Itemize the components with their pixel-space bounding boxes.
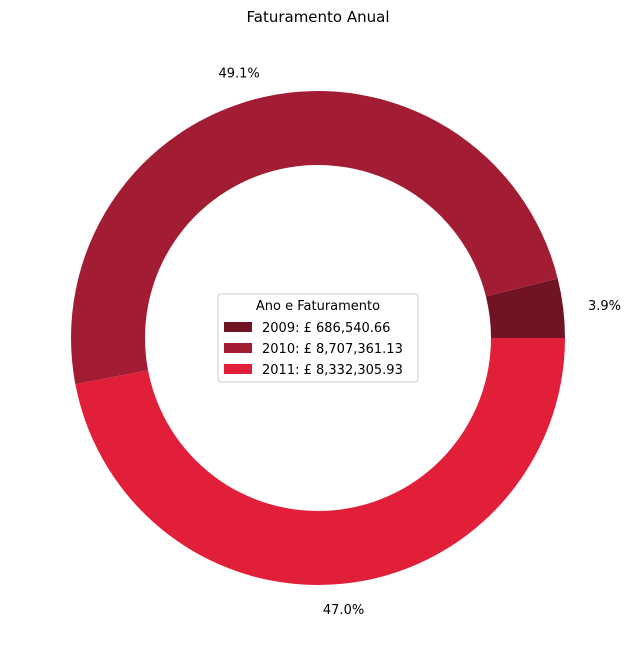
legend-box xyxy=(217,293,419,383)
pct-label-2010: 49.1% xyxy=(218,66,259,81)
slices-layer xyxy=(70,90,565,585)
labels-layer: 3.9% 49.1% 47.0% xyxy=(218,66,621,617)
legend-label-2011: 2011: £ 8,332,305.93 xyxy=(262,363,403,378)
pie-slice-2010 xyxy=(70,90,558,385)
legend-title: Ano e Faturamento xyxy=(256,299,380,314)
pie-slice-2011 xyxy=(75,338,565,585)
pct-label-2009: 3.9% xyxy=(588,299,621,314)
legend-swatch-2010 xyxy=(224,343,252,353)
pie-slice-2009 xyxy=(485,278,565,338)
legend: Ano e Faturamento 2009: £ 686,540.66 2010… xyxy=(217,293,419,383)
legend-label-2010: 2010: £ 8,707,361.13 xyxy=(262,342,403,357)
chart-title: Faturamento Anual xyxy=(247,8,390,26)
legend-swatch-2009 xyxy=(224,322,252,332)
legend-swatch-2011 xyxy=(224,364,252,374)
pct-label-2011: 47.0% xyxy=(323,603,364,618)
legend-label-2009: 2009: £ 686,540.66 xyxy=(262,321,390,336)
